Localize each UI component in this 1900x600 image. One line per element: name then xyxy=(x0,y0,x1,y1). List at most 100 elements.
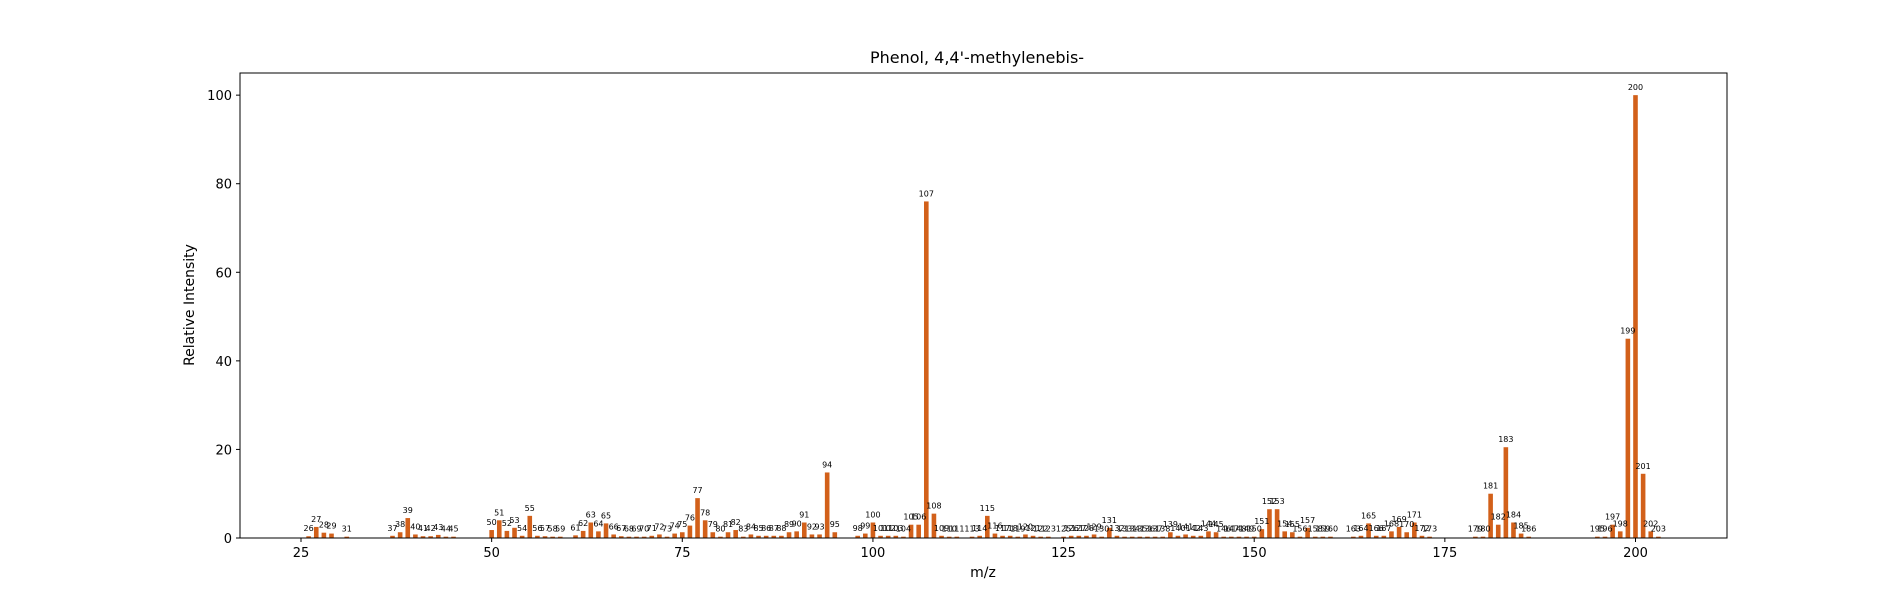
peak-label: 54 xyxy=(517,524,527,533)
peak-bar xyxy=(1175,535,1181,538)
peak-bar xyxy=(1244,536,1249,538)
peak-label: 28 xyxy=(319,521,329,530)
peak-label: 59 xyxy=(555,525,565,534)
peak-label: 169 xyxy=(1391,515,1406,524)
peak-label: 157 xyxy=(1300,516,1315,525)
peak-bar xyxy=(1389,531,1394,538)
peak-bar xyxy=(878,535,883,538)
peak-bar xyxy=(1412,522,1417,538)
peak-bar xyxy=(1282,531,1288,538)
peak-bar xyxy=(1358,535,1364,538)
peak-bar xyxy=(901,536,906,538)
peak-bar xyxy=(413,534,418,538)
peak-bar xyxy=(1107,527,1112,538)
peak-label: 172 xyxy=(1414,524,1429,533)
peak-label: 199 xyxy=(1620,327,1635,336)
peak-label: 197 xyxy=(1605,513,1620,522)
peak-bar xyxy=(1511,522,1516,538)
peak-bar xyxy=(512,527,517,538)
peak-label: 167 xyxy=(1376,524,1391,533)
peak-bar xyxy=(1023,534,1028,538)
peak-bar xyxy=(931,513,937,538)
y-tick-label: 20 xyxy=(215,443,232,458)
peak-label: 61 xyxy=(570,523,580,532)
peak-bar xyxy=(504,530,510,538)
peak-label: 156 xyxy=(1292,525,1307,534)
peak-label: 135 xyxy=(1132,525,1147,534)
peak-label: 141 xyxy=(1178,522,1193,531)
peak-bar xyxy=(1190,535,1196,538)
peak-bar xyxy=(1488,493,1493,538)
peak-bar xyxy=(1656,536,1661,538)
peak-label: 26 xyxy=(304,524,314,533)
peak-bar xyxy=(1396,526,1402,538)
peak-bar xyxy=(634,536,639,538)
peak-label: 115 xyxy=(980,504,995,513)
peak-label: 42 xyxy=(426,524,436,533)
peak-bar xyxy=(1084,535,1089,538)
peak-label: 81 xyxy=(723,520,733,529)
peak-label: 79 xyxy=(708,520,718,529)
peak-bar xyxy=(306,536,311,538)
peak-bar xyxy=(397,532,403,538)
peak-bar xyxy=(1610,524,1615,538)
peak-label: 203 xyxy=(1651,525,1666,534)
peak-bar xyxy=(1099,536,1104,538)
peak-bar xyxy=(748,534,754,538)
peak-bar xyxy=(1030,535,1036,538)
x-tick-label: 75 xyxy=(674,546,691,561)
peak-bar xyxy=(519,535,525,538)
peak-label: 179 xyxy=(1468,525,1483,534)
peak-bar xyxy=(733,530,738,538)
peak-label: 125 xyxy=(1056,525,1071,534)
peak-bar xyxy=(496,520,502,538)
peak-bar xyxy=(1145,536,1150,538)
peak-bar xyxy=(977,535,982,538)
peak-label: 111 xyxy=(949,525,964,534)
peak-bar xyxy=(1038,536,1043,538)
peak-bar xyxy=(1305,527,1310,538)
peak-label: 127 xyxy=(1071,524,1086,533)
peak-bar xyxy=(321,532,327,538)
peak-label: 170 xyxy=(1399,520,1414,529)
peak-label: 117 xyxy=(995,524,1010,533)
peak-label: 160 xyxy=(1323,525,1338,534)
peak-label: 110 xyxy=(942,525,957,534)
peak-label: 71 xyxy=(647,524,657,533)
peak-bar xyxy=(390,535,395,538)
peak-label: 43 xyxy=(433,523,443,532)
peak-bar xyxy=(626,536,632,538)
peak-label: 76 xyxy=(685,514,695,523)
peak-label: 102 xyxy=(881,524,896,533)
peak-bar xyxy=(946,536,952,538)
peak-label: 163 xyxy=(1346,525,1361,534)
peak-bar xyxy=(893,535,899,538)
peak-label: 77 xyxy=(692,486,702,495)
peak-label: 142 xyxy=(1186,524,1201,533)
peak-bar xyxy=(1137,536,1143,538)
y-axis-ticks: 0 20 40 60 80 100 xyxy=(207,89,240,547)
peak-bar xyxy=(855,535,860,538)
peak-label: 87 xyxy=(769,524,779,533)
peak-label: 85 xyxy=(753,524,763,533)
peak-label: 159 xyxy=(1315,525,1330,534)
peak-bar xyxy=(1152,536,1158,538)
peak-label: 114 xyxy=(972,524,987,533)
peak-label: 109 xyxy=(934,524,949,533)
peak-label: 152 xyxy=(1262,497,1277,506)
peak-label: 148 xyxy=(1231,525,1246,534)
peak-label: 86 xyxy=(761,524,771,533)
bars-group xyxy=(306,95,1661,538)
peak-label: 70 xyxy=(639,525,649,534)
peak-bar xyxy=(1633,95,1638,538)
peak-label: 69 xyxy=(631,525,641,534)
peak-label: 196 xyxy=(1597,525,1612,534)
peak-bar xyxy=(924,201,929,538)
peak-label: 72 xyxy=(654,522,664,531)
x-tick-label: 150 xyxy=(1242,546,1267,561)
peak-bar xyxy=(794,531,799,538)
peak-bar xyxy=(985,515,990,538)
peak-label: 94 xyxy=(822,460,832,469)
peak-label: 91 xyxy=(799,511,809,520)
peak-label: 29 xyxy=(326,522,336,531)
